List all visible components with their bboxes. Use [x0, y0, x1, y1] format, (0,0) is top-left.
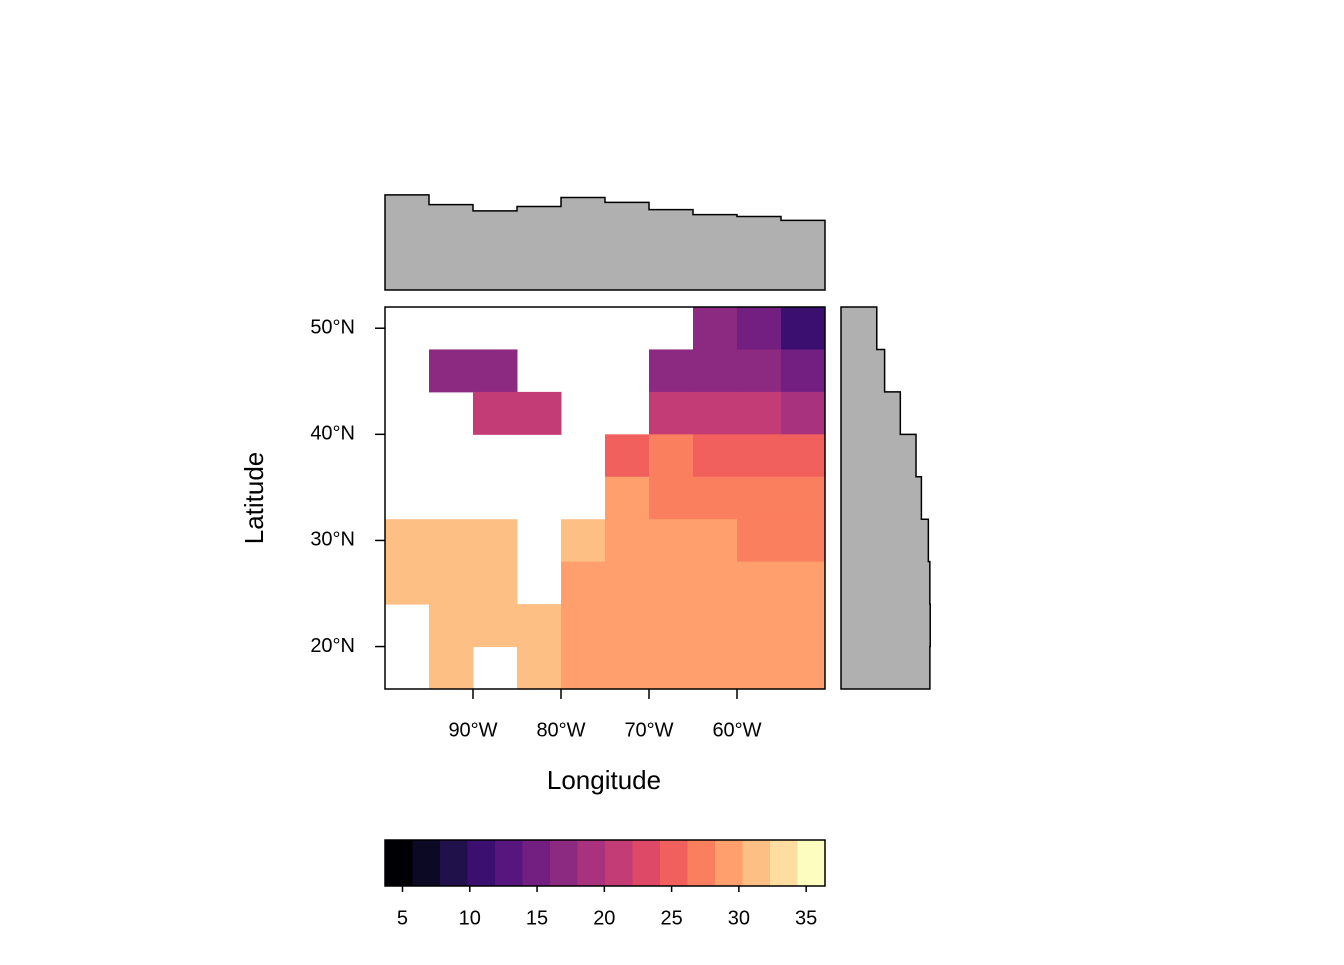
- colorbar-tick-label: 15: [526, 907, 548, 929]
- raster-cell: [649, 476, 694, 520]
- x-tick-label: 80°W: [536, 719, 585, 741]
- raster-cell: [517, 391, 562, 435]
- raster-cell: [517, 604, 562, 648]
- raster-cell: [781, 349, 826, 393]
- raster-cell: [781, 561, 826, 605]
- raster-cell: [429, 646, 474, 690]
- raster-cell: [605, 561, 650, 605]
- raster-cell: [649, 561, 694, 605]
- raster-cell: [605, 519, 650, 563]
- raster-cell: [781, 476, 826, 520]
- raster-cell: [737, 604, 782, 648]
- colorbar-bin: [605, 840, 633, 886]
- raster-cell: [781, 391, 826, 435]
- colorbar-tick-label: 30: [728, 907, 750, 929]
- raster-cell: [737, 434, 782, 478]
- x-tick-label: 60°W: [712, 719, 761, 741]
- raster-cell: [649, 349, 694, 393]
- raster-cell: [385, 519, 430, 563]
- raster-cell: [737, 646, 782, 690]
- raster-cell: [385, 561, 430, 605]
- x-tick-label: 70°W: [624, 719, 673, 741]
- raster-cell: [561, 646, 606, 690]
- colorbar-tick-label: 25: [660, 907, 682, 929]
- x-axis-label: Longitude: [547, 765, 661, 795]
- raster-cell: [517, 646, 562, 690]
- colorbar-bin: [550, 840, 578, 886]
- colorbar-bin: [770, 840, 798, 886]
- raster-cell: [737, 307, 782, 350]
- colorbar-bin: [577, 840, 606, 886]
- x-tick-label: 90°W: [448, 719, 497, 741]
- colorbar-bin: [412, 840, 441, 886]
- raster-cell: [737, 391, 782, 435]
- colorbar-bin: [797, 840, 826, 886]
- colorbar-bin: [440, 840, 468, 886]
- colorbar-bin: [385, 840, 413, 886]
- right-marginal: [840, 306, 931, 690]
- y-tick-label: 20°N: [310, 635, 355, 657]
- raster-cell: [605, 434, 650, 478]
- raster-cell: [693, 646, 738, 690]
- raster-cell: [473, 561, 518, 605]
- raster-cell: [737, 349, 782, 393]
- raster-cell: [429, 561, 474, 605]
- y-axis-label: Latitude: [239, 452, 269, 545]
- raster-cell: [781, 307, 826, 350]
- raster-cell: [737, 476, 782, 520]
- colorbar-tick-label: 35: [795, 907, 817, 929]
- colorbar-bin: [495, 840, 523, 886]
- raster-cell: [561, 604, 606, 648]
- raster-cell: [693, 307, 738, 350]
- raster-cell: [693, 519, 738, 563]
- raster-cell: [781, 434, 826, 478]
- raster-cell: [605, 604, 650, 648]
- plot-frame: [384, 306, 826, 690]
- raster-cell: [473, 391, 518, 435]
- raster-cell: [605, 646, 650, 690]
- raster-cell: [429, 519, 474, 563]
- colorbar-bin: [632, 840, 661, 886]
- colorbar-bin: [687, 840, 716, 886]
- raster-cell: [429, 604, 474, 648]
- raster-cell: [473, 604, 518, 648]
- raster-cell: [781, 604, 826, 648]
- raster-cell: [693, 561, 738, 605]
- y-tick-label: 50°N: [310, 317, 355, 339]
- raster-cell: [649, 604, 694, 648]
- raster-cell: [473, 519, 518, 563]
- raster-cell: [737, 561, 782, 605]
- raster-cell: [781, 646, 826, 690]
- raster-cell: [693, 434, 738, 478]
- raster-cell: [649, 646, 694, 690]
- raster-cell: [473, 349, 518, 393]
- raster-cell: [649, 391, 694, 435]
- raster-cell: [781, 519, 826, 563]
- colorbar-bin: [660, 840, 688, 886]
- top-marginal: [384, 194, 826, 291]
- colorbar-bin: [715, 840, 743, 886]
- raster-cell: [649, 519, 694, 563]
- raster-cell: [737, 519, 782, 563]
- colorbar-tick-label: 20: [593, 907, 615, 929]
- colorbar-tick-label: 5: [397, 907, 408, 929]
- colorbar-bin: [467, 840, 496, 886]
- y-tick-label: 40°N: [310, 423, 355, 445]
- raster-cell: [693, 476, 738, 520]
- raster-cell: [429, 349, 474, 393]
- raster-cell: [649, 434, 694, 478]
- raster-cell: [561, 519, 606, 563]
- colorbar-bin: [742, 840, 771, 886]
- raster-cell: [605, 476, 650, 520]
- raster-cell: [561, 561, 606, 605]
- raster-cell: [693, 349, 738, 393]
- y-tick-label: 30°N: [310, 529, 355, 551]
- raster-cell: [693, 391, 738, 435]
- colorbar-bin: [522, 840, 551, 886]
- colorbar-tick-label: 10: [459, 907, 481, 929]
- raster-cell: [693, 604, 738, 648]
